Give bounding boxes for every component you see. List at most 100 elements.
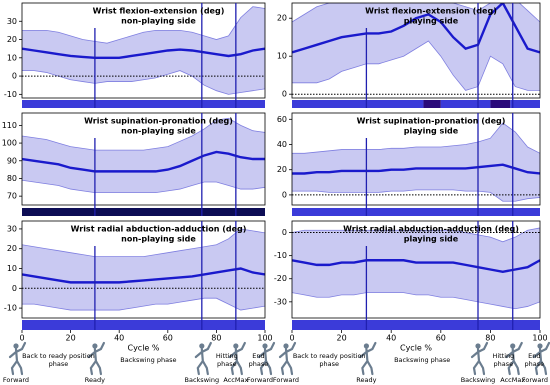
mean-line xyxy=(292,3,540,54)
icon-head xyxy=(475,343,481,349)
x-tick-label: 100 xyxy=(532,334,547,343)
icon-head xyxy=(510,343,516,349)
icon-label: Ready xyxy=(356,376,376,384)
icon-label: AccMax xyxy=(223,376,248,384)
phase-label: phase xyxy=(494,360,514,368)
y-tick-label: 10 xyxy=(7,53,17,62)
y-tick-label: -20 xyxy=(274,274,287,283)
icon-body xyxy=(532,341,550,376)
icon-head xyxy=(199,343,205,349)
chart-title: Wrist supination-pronation (deg) xyxy=(84,117,233,126)
mean-line xyxy=(292,259,540,274)
x-tick-label: 20 xyxy=(337,334,347,343)
y-tick-label: 0 xyxy=(12,72,17,81)
player-icon xyxy=(359,341,377,376)
mean-line xyxy=(22,150,265,173)
band-edge xyxy=(22,6,265,44)
phase-segment xyxy=(490,100,511,108)
x-tick-label: 80 xyxy=(211,334,221,343)
phase-segment xyxy=(510,100,540,108)
chart-subtitle: non-playing side xyxy=(121,17,196,26)
icon-head xyxy=(363,343,369,349)
icon-head xyxy=(13,343,19,349)
y-tick-label: 10 xyxy=(7,264,17,273)
band-edge xyxy=(292,292,540,310)
mean-line xyxy=(292,163,540,175)
player-icon xyxy=(505,341,523,376)
chart-title: Wrist radial abduction-adduction (deg) xyxy=(71,225,247,234)
band-edge xyxy=(292,189,540,202)
icon-head xyxy=(233,343,239,349)
icon-body xyxy=(8,341,27,376)
x-tick-label: 80 xyxy=(485,334,495,343)
chart-subtitle: playing side xyxy=(404,127,459,136)
icon-body xyxy=(278,341,297,376)
phase-label: phase xyxy=(525,360,545,368)
band-edge xyxy=(22,297,265,311)
y-tick-label: 20 xyxy=(7,244,17,253)
phase-label: Back to ready position xyxy=(22,352,95,360)
phase-segment xyxy=(440,100,491,108)
y-tick-label: -30 xyxy=(274,297,287,306)
chart-title: Wrist flexion-extension (deg) xyxy=(365,7,497,16)
band-edge xyxy=(22,228,265,258)
plot xyxy=(22,117,265,194)
chart-subtitle: playing side xyxy=(404,235,459,244)
plot-frame xyxy=(21,112,266,206)
icon-head xyxy=(537,343,543,349)
plot-frame xyxy=(291,2,541,99)
y-tick-label: 0 xyxy=(282,90,287,99)
phase-segment xyxy=(22,208,265,216)
chart-subtitle: playing side xyxy=(404,17,459,26)
player-icon xyxy=(532,341,550,376)
phase-segment xyxy=(22,100,265,108)
icon-label: Backswing xyxy=(461,376,496,384)
mean-line xyxy=(22,47,265,60)
phase-label: End xyxy=(252,352,264,360)
icon-body xyxy=(87,341,106,376)
phase-segment xyxy=(22,320,265,330)
plot-frame xyxy=(21,2,266,99)
player-icon xyxy=(257,341,276,376)
phase-label: phase xyxy=(217,360,237,368)
icon-label: Forward xyxy=(247,376,273,384)
y-tick-label: 60 xyxy=(277,115,287,124)
plot xyxy=(22,228,265,311)
band-edge xyxy=(22,179,265,194)
icon-body xyxy=(359,341,377,376)
plot-frame xyxy=(21,220,266,319)
icon-body xyxy=(505,341,523,376)
y-tick-label: 90 xyxy=(7,156,17,165)
x-tick-label: 40 xyxy=(386,334,396,343)
phase-label: Backswing phase xyxy=(120,356,176,364)
phase-label: Back to ready position xyxy=(293,352,366,360)
plot xyxy=(22,6,265,95)
y-tick-label: -10 xyxy=(4,304,17,313)
phase-segment xyxy=(292,100,424,108)
y-tick-label: 20 xyxy=(277,14,287,23)
icon-body xyxy=(257,341,276,376)
y-tick-label: 0 xyxy=(282,190,287,199)
y-tick-label: 30 xyxy=(7,224,17,233)
y-tick-label: 110 xyxy=(2,121,17,130)
x-tick-label: 0 xyxy=(19,334,24,343)
y-tick-label: 0 xyxy=(282,228,287,237)
x-axis-label: Cycle % xyxy=(400,344,432,353)
chart-subtitle: non-playing side xyxy=(121,235,196,244)
player-icon xyxy=(194,341,212,376)
phase-label: Backswing phase xyxy=(394,356,450,364)
y-tick-label: -10 xyxy=(4,90,17,99)
icon-label: AccMax xyxy=(500,376,525,384)
x-tick-label: 60 xyxy=(436,334,446,343)
phase-segment xyxy=(292,208,540,216)
y-tick-label: 0 xyxy=(12,284,17,293)
phase-label: phase xyxy=(49,360,69,368)
band-edge xyxy=(22,117,265,151)
phase-label: phase xyxy=(249,360,269,368)
player-icon xyxy=(470,341,489,376)
icon-head xyxy=(262,343,268,349)
icon-body xyxy=(194,341,212,376)
y-tick-label: 80 xyxy=(7,174,17,183)
x-axis-label: Cycle % xyxy=(127,344,159,353)
